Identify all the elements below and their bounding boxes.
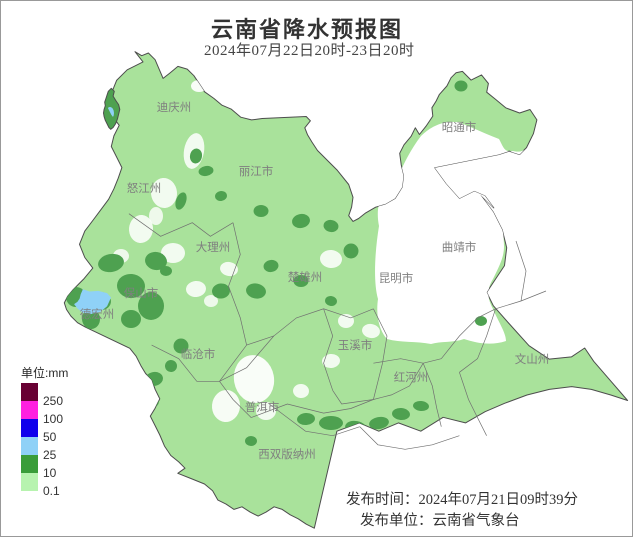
svg-text:迪庆州: 迪庆州 xyxy=(157,100,192,114)
svg-text:临沧市: 临沧市 xyxy=(181,347,216,361)
svg-text:红河州: 红河州 xyxy=(394,371,429,384)
svg-text:怒江州: 怒江州 xyxy=(127,181,162,195)
svg-text:昆明市: 昆明市 xyxy=(379,271,414,285)
svg-text:西双版纳州: 西双版纳州 xyxy=(258,447,316,461)
svg-text:大理州: 大理州 xyxy=(196,240,231,254)
svg-text:德宏州: 德宏州 xyxy=(80,307,115,321)
svg-text:昭通市: 昭通市 xyxy=(442,120,477,134)
svg-text:文山州: 文山州 xyxy=(515,352,550,366)
svg-text:玉溪市: 玉溪市 xyxy=(338,338,373,352)
svg-text:丽江市: 丽江市 xyxy=(239,164,274,178)
svg-text:保山市: 保山市 xyxy=(124,286,159,300)
svg-text:曲靖市: 曲靖市 xyxy=(442,240,477,254)
svg-text:普洱市: 普洱市 xyxy=(245,400,280,414)
svg-text:楚雄州: 楚雄州 xyxy=(288,270,323,284)
